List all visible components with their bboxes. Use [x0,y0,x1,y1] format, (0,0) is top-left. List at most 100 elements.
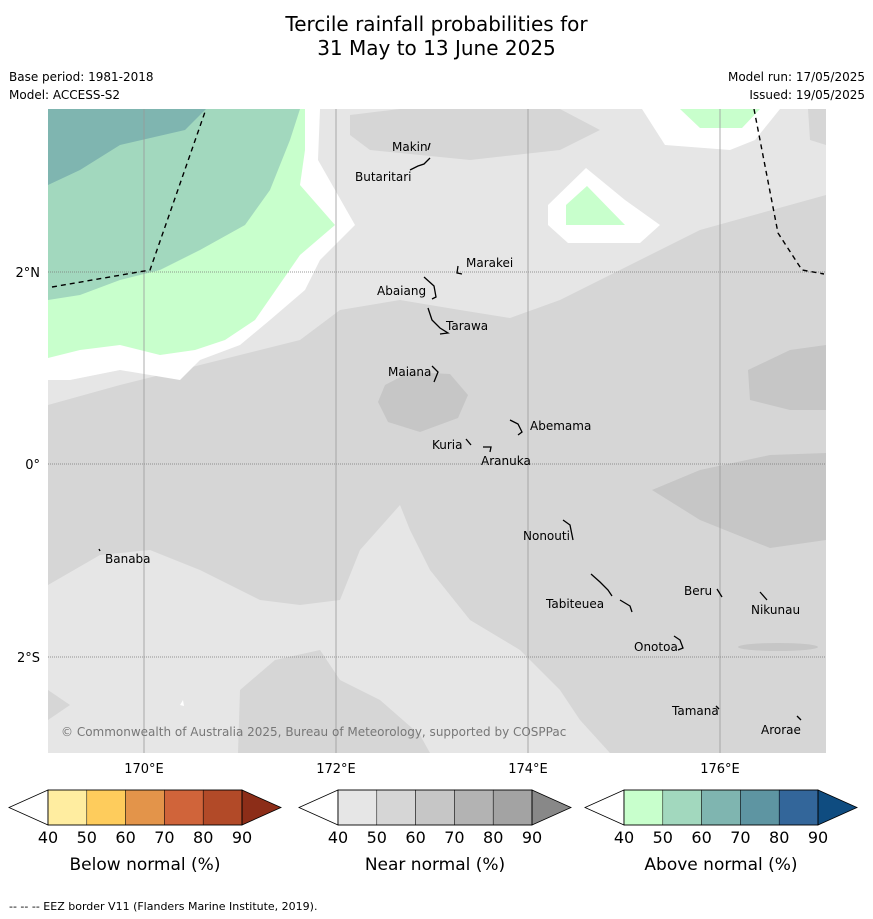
colorbar-tick-label: 90 [522,828,542,847]
colorbar-segment [47,789,88,826]
colorbar-tick-label: 60 [691,828,711,847]
colorbar-tick-label: 90 [808,828,828,847]
issued-date: Issued: 19/05/2025 [749,88,865,102]
colorbar-segment [415,789,455,826]
label-marakei: Marakei [466,256,513,270]
colorbar-outline [47,789,243,826]
axis-ticks: 2°N 0° 2°S 170°E 172°E 174°E 176°E [16,266,740,777]
colorbar-segment [86,789,126,826]
lon-tick-176e: 176°E [700,762,740,777]
island-onotoa [673,635,684,651]
colorbar-outline [623,789,819,826]
near-normal-50-patch-south [238,650,430,753]
above-normal-60-region [48,109,206,185]
colorbar-segment [164,789,204,826]
near-normal-50-patch-north [350,109,600,160]
meta-left: Base period: 1981-2018 Model: ACCESS-S2 [9,68,154,104]
colorbar-label: Above normal (%) [644,855,797,875]
place-labels: Makin Butaritari Marakei Abaiang Tarawa … [105,140,801,737]
colorbar-segment [492,789,533,826]
eez-footnote: -- -- -- EEZ border V11 (Flanders Marine… [9,900,318,913]
island-kuria [465,438,472,446]
colorbar-label: Near normal (%) [365,855,505,875]
small-island-white [180,700,184,706]
eez-border-east [753,109,825,275]
label-tamana: Tamana [671,704,719,718]
colorbar-near-normal: 40 50 60 70 80 90 Near normal (%) [298,789,572,875]
colorbar-tick-label: 90 [232,828,252,847]
island-nikunau [759,591,768,601]
colorbar-segment [740,789,780,826]
colorbar-below-normal: 40 50 60 70 80 90 Below normal (%) [8,789,282,875]
near-normal-60-patch-east [652,453,826,548]
eez-border-west [51,109,207,288]
probability-map: Makin Butaritari Marakei Abaiang Tarawa … [48,109,826,753]
label-makin: Makin [392,140,428,154]
label-nonouti: Nonouti [523,529,570,543]
title-line-1: Tercile rainfall probabilities for [285,12,588,36]
colorbar-label: Below normal (%) [70,855,221,875]
base-period: Base period: 1981-2018 [9,70,154,84]
meta-right: Model run: 17/05/2025 Issued: 19/05/2025 [728,68,865,104]
island-tabiteuea [590,573,633,613]
lon-tick-172e: 172°E [316,762,356,777]
colorbar-tick-label: 80 [193,828,213,847]
colorbar-tick-label: 50 [367,828,387,847]
colorbar-extend-high [241,789,282,826]
label-banaba: Banaba [105,552,151,566]
colorbar-segment [337,789,378,826]
lon-gridlines [143,109,721,753]
colorbar-extend-high [817,789,858,826]
lat-tick-2n: 2°N [16,266,41,281]
island-abemama [509,419,523,436]
lat-gridlines [48,271,826,658]
page-title: Tercile rainfall probabilities for 31 Ma… [0,12,873,60]
title-line-2: 31 May to 13 June 2025 [317,36,556,60]
near-normal-50-patch-west [48,690,70,720]
island-maiana [431,365,439,383]
island-tamana [715,705,720,710]
colorbar-segment [125,789,165,826]
colorbar-tick-label: 70 [154,828,174,847]
lat-tick-2s: 2°S [17,651,40,666]
lon-tick-174e: 174°E [508,762,548,777]
near-normal-60-patch-se [738,643,818,651]
colorbar-extend-low [584,789,625,826]
label-tabiteuea: Tabiteuea [545,597,604,611]
colorbar-extend-low [8,789,49,826]
colorbar-segment [662,789,702,826]
island-butaritari [409,157,431,171]
colorbar-tick-label: 40 [328,828,348,847]
label-butaritari: Butaritari [355,170,412,184]
above-normal-40-patch-center [566,186,625,225]
island-banaba [98,548,101,552]
colorbar-outline [337,789,533,826]
island-outlines [98,142,802,721]
colorbar-segment [376,789,416,826]
colorbar-extend-high [531,789,572,826]
label-arorae: Arorae [761,723,801,737]
label-abemama: Abemama [530,419,591,433]
island-arorae [796,715,802,721]
colorbar-segment [623,789,664,826]
colorbar-tick-label: 60 [405,828,425,847]
label-beru: Beru [684,584,712,598]
colorbar-segment [202,789,243,826]
colorbar-above-normal: 40 50 60 70 80 90 Above normal (%) [584,789,858,875]
near-normal-60-patch-ne [748,345,826,410]
colorbar-tick-label: 40 [614,828,634,847]
colorbar-tick-label: 80 [483,828,503,847]
near-normal-60-patch-central [378,372,468,432]
island-makin [427,142,431,151]
model-name: Model: ACCESS-S2 [9,88,121,102]
above-normal-50-region [48,109,300,300]
near-normal-50-patch-ne [808,109,826,145]
label-kuria: Kuria [432,438,463,452]
island-tarawa [427,307,450,335]
model-run: Model run: 17/05/2025 [727,70,865,84]
lat-tick-0: 0° [25,458,40,473]
colorbar-tick-label: 40 [38,828,58,847]
island-marakei [456,265,463,275]
near-normal-50-region [48,195,826,753]
